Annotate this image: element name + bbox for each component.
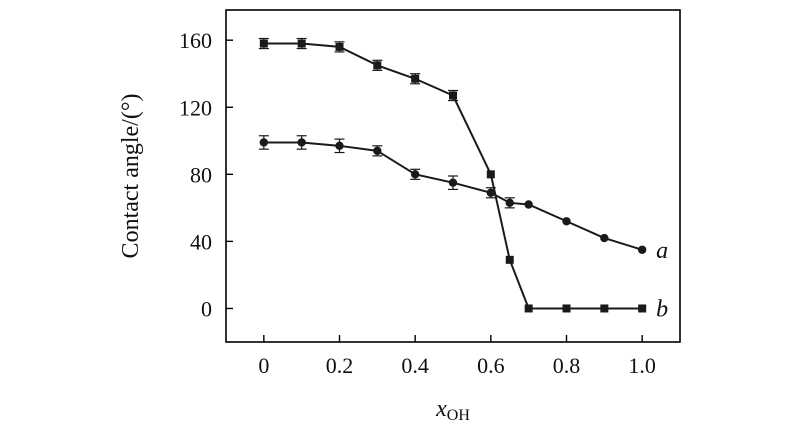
tick-labels: 0 0.2 0.4 0.6 0.8 1.0 0 40 80 120 160 <box>179 28 656 378</box>
data-point-a <box>600 233 609 243</box>
x-tick-label: 0 <box>258 353 269 378</box>
data-point-a <box>524 200 533 209</box>
data-point-a <box>486 188 496 197</box>
x-tick-label: 0.8 <box>553 353 581 378</box>
data-point-a <box>259 138 269 147</box>
series-line-a <box>263 141 643 251</box>
data-point-a <box>373 146 382 156</box>
plot-frame <box>225 9 681 343</box>
data-point-a <box>410 170 420 179</box>
series-labels: ba <box>656 238 668 323</box>
data-point-a <box>637 245 647 254</box>
x-axis-title-main: x <box>435 396 447 422</box>
y-tick-label: 40 <box>190 229 212 254</box>
x-tick-label: 0.2 <box>326 353 354 378</box>
data-point-b <box>373 61 382 70</box>
x-axis-title-subscript: OH <box>447 407 471 424</box>
data-point-a <box>505 198 514 208</box>
data-point-b <box>335 42 344 51</box>
data-point-b <box>449 91 457 100</box>
data-series <box>258 37 647 313</box>
x-axis-title: xOH <box>435 396 470 424</box>
x-tick-label: 0.6 <box>477 353 505 378</box>
data-point-a <box>335 141 344 151</box>
series-line-b <box>263 42 643 310</box>
data-point-b <box>524 304 533 313</box>
data-point-a <box>448 178 458 187</box>
x-tick-label: 0.4 <box>401 353 429 378</box>
data-point-a <box>562 217 571 226</box>
data-point-b <box>297 39 306 48</box>
x-tick-label: 1.0 <box>628 353 656 378</box>
data-point-b <box>562 304 571 313</box>
data-point-b <box>486 170 495 179</box>
y-tick-label: 0 <box>201 296 212 321</box>
series-label-a: a <box>656 238 668 264</box>
y-tick-label: 120 <box>179 95 212 120</box>
data-point-b <box>411 74 420 83</box>
y-axis-title: Contact angle/(°) <box>118 94 144 259</box>
series-b <box>258 37 647 313</box>
data-point-b <box>600 304 609 313</box>
data-point-b <box>638 304 647 313</box>
series-a <box>258 135 647 254</box>
y-tick-label: 80 <box>190 162 212 187</box>
axis-ticks <box>226 39 643 342</box>
data-point-b <box>259 39 268 48</box>
y-tick-label: 160 <box>179 28 212 53</box>
data-point-a <box>297 138 306 147</box>
series-label-b: b <box>656 296 668 322</box>
data-point-b <box>505 255 514 264</box>
